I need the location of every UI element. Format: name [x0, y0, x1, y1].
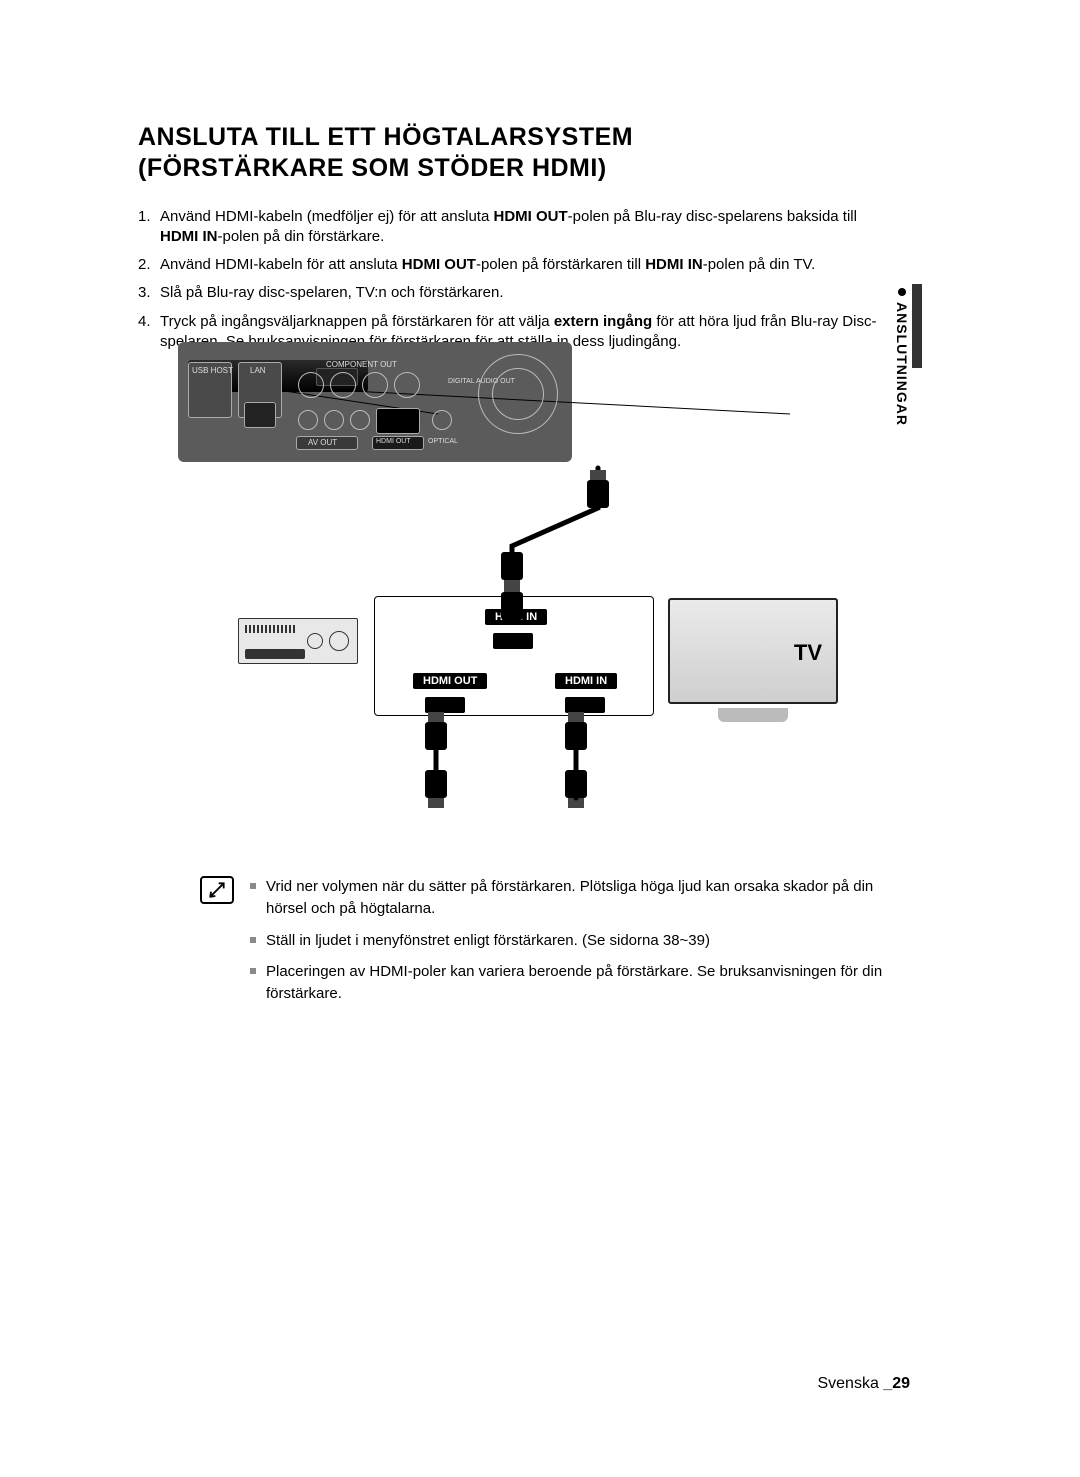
page-footer: Svenska _29 [817, 1375, 910, 1393]
footer-page: _29 [883, 1375, 910, 1392]
hdmi-plug-icon [425, 722, 447, 750]
hdmi-plug-icon [425, 770, 447, 798]
hdmi-plug-icon [587, 480, 609, 508]
step-1: Använd HDMI-kabeln (medföljer ej) för at… [138, 207, 898, 248]
hdmi-plug-icon [501, 592, 523, 620]
label-optical: OPTICAL [428, 438, 458, 445]
hdmi-port-icon [425, 697, 465, 713]
amplifier-icon [238, 618, 358, 664]
label-hdmiout-panel: HDMI OUT [376, 438, 411, 445]
tv-icon: TV [668, 598, 838, 728]
hdmi-port-icon [493, 633, 533, 649]
label-lan: LAN [250, 366, 266, 375]
note-3: Placeringen av HDMI-poler kan variera be… [250, 961, 900, 1005]
step-3: Slå på Blu-ray disc-spelaren, TV:n och f… [138, 283, 898, 303]
hdmi-plug-icon [565, 722, 587, 750]
title-line-1: ANSLUTA TILL ETT HÖGTALARSYSTEM [138, 123, 633, 151]
title-line-2: (FÖRSTÄRKARE SOM STÖDER HDMI) [138, 154, 607, 182]
label-tv: TV [794, 640, 822, 666]
page-title: ANSLUTA TILL ETT HÖGTALARSYSTEM (FÖRSTÄR… [138, 122, 898, 185]
note-icon [200, 876, 234, 904]
label-hdmi-out: HDMI OUT [413, 673, 487, 689]
label-component: COMPONENT OUT [326, 360, 397, 369]
hdmi-plug-icon [501, 552, 523, 580]
connection-diagram: USB HOST LAN COMPONENT OUT AV OUT HDMI O… [178, 342, 838, 842]
note-1: Vrid ner volymen när du sätter på förstä… [250, 876, 900, 920]
section-tab: ANSLUTNINGAR [870, 288, 910, 498]
notes-section: Vrid ner volymen när du sätter på förstä… [200, 876, 900, 1015]
note-2: Ställ in ljudet i menyfönstret enligt fö… [250, 930, 900, 952]
label-hdmi-in-2: HDMI IN [555, 673, 617, 689]
steps-list: Använd HDMI-kabeln (medföljer ej) för at… [138, 207, 898, 353]
footer-lang: Svenska [817, 1375, 883, 1392]
label-avout: AV OUT [308, 438, 337, 447]
step-2: Använd HDMI-kabeln för att ansluta HDMI … [138, 255, 898, 275]
label-usb: USB HOST [192, 366, 233, 375]
bullet-icon [898, 288, 906, 296]
hdmi-port-icon [565, 697, 605, 713]
tab-bar [912, 284, 922, 368]
hdmi-plug-icon [565, 770, 587, 798]
tab-label: ANSLUTNINGAR [894, 288, 910, 498]
